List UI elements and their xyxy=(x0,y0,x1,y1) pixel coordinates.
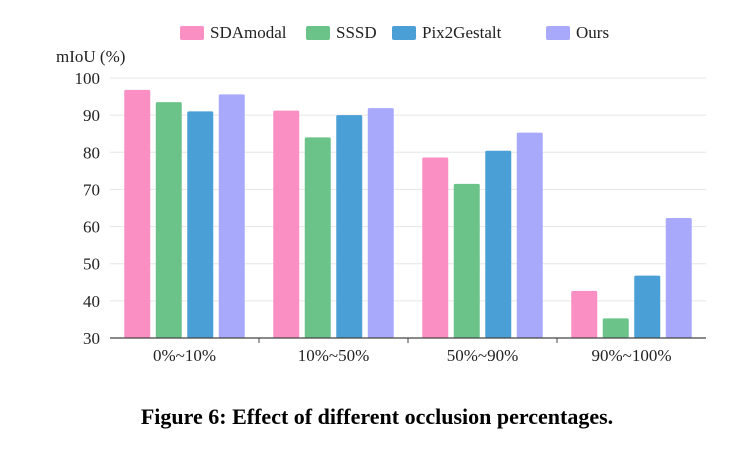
legend-label-pix2gestalt: Pix2Gestalt xyxy=(422,23,502,42)
x-tick-label: 90%~100% xyxy=(591,346,671,365)
legend: SDAmodal SSSD Pix2Gestalt Ours xyxy=(180,23,609,42)
x-tick-label: 50%~90% xyxy=(447,346,519,365)
legend-swatch-sdamodal xyxy=(180,26,204,40)
bar-chart: 30 40 50 60 70 80 90 100 mIoU (%) 0%~10% 10%~50%… xyxy=(56,23,706,365)
y-tick-label: 60 xyxy=(83,218,100,237)
x-tick-label: 0%~10% xyxy=(153,346,216,365)
bar-pix2gestalt-2 xyxy=(485,150,512,338)
y-tick-label: 50 xyxy=(83,255,100,274)
legend-label-sdamodal: SDAmodal xyxy=(210,23,287,42)
bar-sssd-3 xyxy=(602,318,629,338)
bar-sssd-0 xyxy=(155,102,182,339)
bar-sdamodal-0 xyxy=(124,89,151,338)
legend-swatch-ours xyxy=(546,26,570,40)
bars xyxy=(124,89,692,339)
y-tick-label: 90 xyxy=(83,106,100,125)
x-tick-label: 10%~50% xyxy=(298,346,370,365)
y-tick-label: 30 xyxy=(83,329,100,348)
figure-caption: Figure 6: Effect of different occlusion … xyxy=(140,404,614,429)
bar-ours-3 xyxy=(665,218,692,338)
bar-pix2gestalt-0 xyxy=(187,111,214,338)
legend-label-sssd: SSSD xyxy=(336,23,377,42)
bar-sdamodal-3 xyxy=(571,290,598,338)
bar-sdamodal-1 xyxy=(273,110,300,338)
bar-ours-0 xyxy=(218,94,245,338)
x-axis: 0%~10% 10%~50% 50%~90% 90%~100% xyxy=(110,337,706,365)
y-tick-label: 70 xyxy=(83,180,100,199)
bar-pix2gestalt-3 xyxy=(634,275,661,338)
legend-label-ours: Ours xyxy=(576,23,609,42)
y-tick-label: 100 xyxy=(75,69,101,88)
bar-sssd-1 xyxy=(304,137,331,338)
y-tick-label: 80 xyxy=(83,143,100,162)
bar-pix2gestalt-1 xyxy=(336,115,363,339)
bar-ours-2 xyxy=(516,132,543,338)
bar-sssd-2 xyxy=(453,183,480,338)
y-tick-label: 40 xyxy=(83,292,100,311)
legend-swatch-sssd xyxy=(306,26,330,40)
legend-swatch-pix2gestalt xyxy=(392,26,416,40)
y-axis: 30 40 50 60 70 80 90 100 xyxy=(75,69,101,348)
y-axis-label: mIoU (%) xyxy=(56,47,125,66)
bar-ours-1 xyxy=(367,108,394,338)
bar-sdamodal-2 xyxy=(422,157,449,338)
